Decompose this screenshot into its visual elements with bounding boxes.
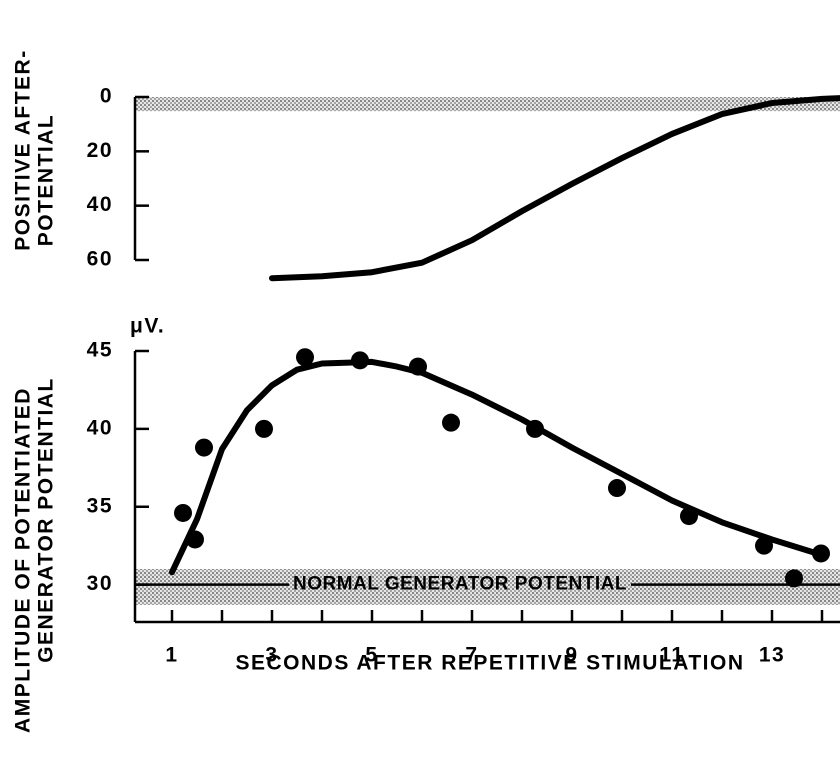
data-point [526,419,544,438]
x-tick-label: 13 [759,644,785,667]
band [135,569,840,605]
y-axis-label: GENERATOR POTENTIAL [35,377,58,663]
band [135,97,840,112]
data-point [255,419,273,438]
y-tick-label: 0 [100,85,113,108]
y-tick-label: 20 [87,139,113,162]
data-point [409,357,427,376]
y-tick-label: 40 [87,193,113,216]
data-point [195,438,213,457]
y-tick-label: 30 [87,572,113,595]
x-tick-label: 11 [659,644,684,667]
y-axis-label: AMPLITUDE OF POTENTIATED [12,387,35,733]
data-point [296,348,314,367]
data-point [186,530,204,549]
unit-label: μV. [130,315,165,338]
x-axis-label: SECONDS AFTER REPETITIVE STIMULATION [235,652,744,675]
x-tick-label: 5 [365,644,378,667]
data-point [174,503,192,522]
data-point [351,351,369,370]
data-point [442,413,460,432]
y-axis-label: POTENTIAL [35,114,58,247]
data-point [680,507,698,526]
y-tick-label: 60 [87,248,113,271]
x-tick-label: 1 [165,644,178,667]
y-tick-label: 35 [87,494,113,517]
fit-curve [169,358,825,576]
y-axis-label: POSITIVE AFTER- [12,49,35,250]
data-point [812,544,830,563]
x-tick-label: 3 [265,644,278,667]
data-point [785,569,803,588]
x-tick-label: 7 [465,644,478,667]
reference-label: NORMAL GENERATOR POTENTIAL [293,574,627,595]
curve [269,95,840,282]
data-point [755,536,773,555]
y-tick-label: 45 [87,339,113,362]
y-tick-label: 40 [87,416,113,439]
x-tick-label: 9 [565,644,578,667]
data-point [608,479,626,498]
